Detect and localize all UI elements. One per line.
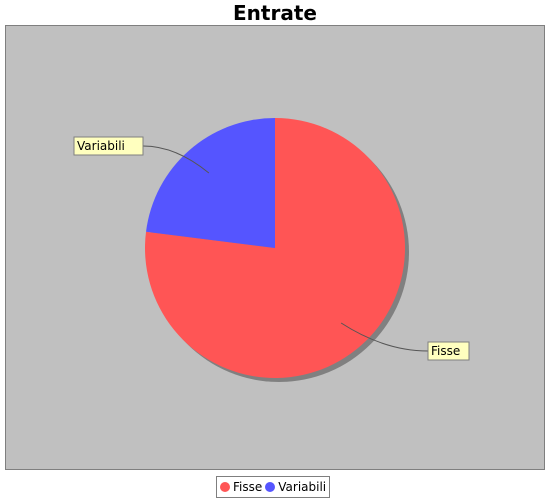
leader-line-variabili [142, 145, 210, 174]
label-text-variabili: Variabili [77, 139, 125, 153]
legend-label-fisse: Fisse [233, 480, 263, 494]
legend-swatch-fisse [220, 482, 230, 492]
pie-slice-variabili [146, 118, 275, 248]
legend-item-variabili: Variabili [265, 480, 326, 494]
legend: Fisse Variabili [216, 476, 331, 498]
plot-area: Fisse Variabili [5, 25, 545, 470]
legend-label-variabili: Variabili [278, 480, 327, 494]
label-text-fisse: Fisse [431, 344, 460, 358]
legend-swatch-variabili [265, 482, 276, 492]
legend-item-fisse: Fisse [220, 480, 262, 494]
label-box-variabili [73, 136, 144, 156]
leader-line-fisse [340, 322, 429, 352]
chart-title: Entrate [233, 1, 317, 25]
pie-chart: Fisse Variabili [73, 118, 470, 382]
label-box-fisse [427, 341, 470, 361]
